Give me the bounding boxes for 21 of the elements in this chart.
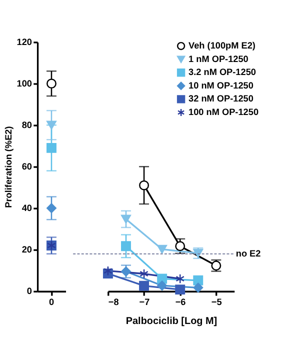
x-axis-title: Palbociclib [Log M] bbox=[126, 316, 218, 328]
ref-line-label: no E2 bbox=[236, 248, 261, 258]
x-tick-label: 0 bbox=[48, 296, 54, 307]
y-tick-label: 80 bbox=[22, 120, 32, 130]
legend-label: 3.2 nM OP-1250 bbox=[188, 67, 256, 78]
x-tick-label: −8 bbox=[108, 296, 119, 307]
legend-label: Veh (100pM E2) bbox=[188, 40, 256, 51]
y-axis-title: Proliferation (%E2) bbox=[4, 126, 14, 208]
legend-label: 32 nM OP-1250 bbox=[188, 94, 254, 104]
x-tick-label: −5 bbox=[211, 296, 222, 307]
y-tick-label: 40 bbox=[22, 203, 32, 214]
legend-label: 1 nM OP-1250 bbox=[188, 54, 248, 64]
y-tick-label: 20 bbox=[22, 244, 32, 255]
legend-label: 100 nM OP-1250 bbox=[188, 106, 259, 117]
legend-label: 10 nM OP-1250 bbox=[188, 80, 254, 90]
x-tick-label: −7 bbox=[139, 296, 150, 307]
y-tick-label: 100 bbox=[16, 78, 32, 88]
y-tick-label: 0 bbox=[26, 286, 32, 296]
x-tick-label: −6 bbox=[175, 296, 186, 307]
y-tick-label: 120 bbox=[16, 36, 32, 47]
y-tick-label: 60 bbox=[22, 162, 32, 172]
